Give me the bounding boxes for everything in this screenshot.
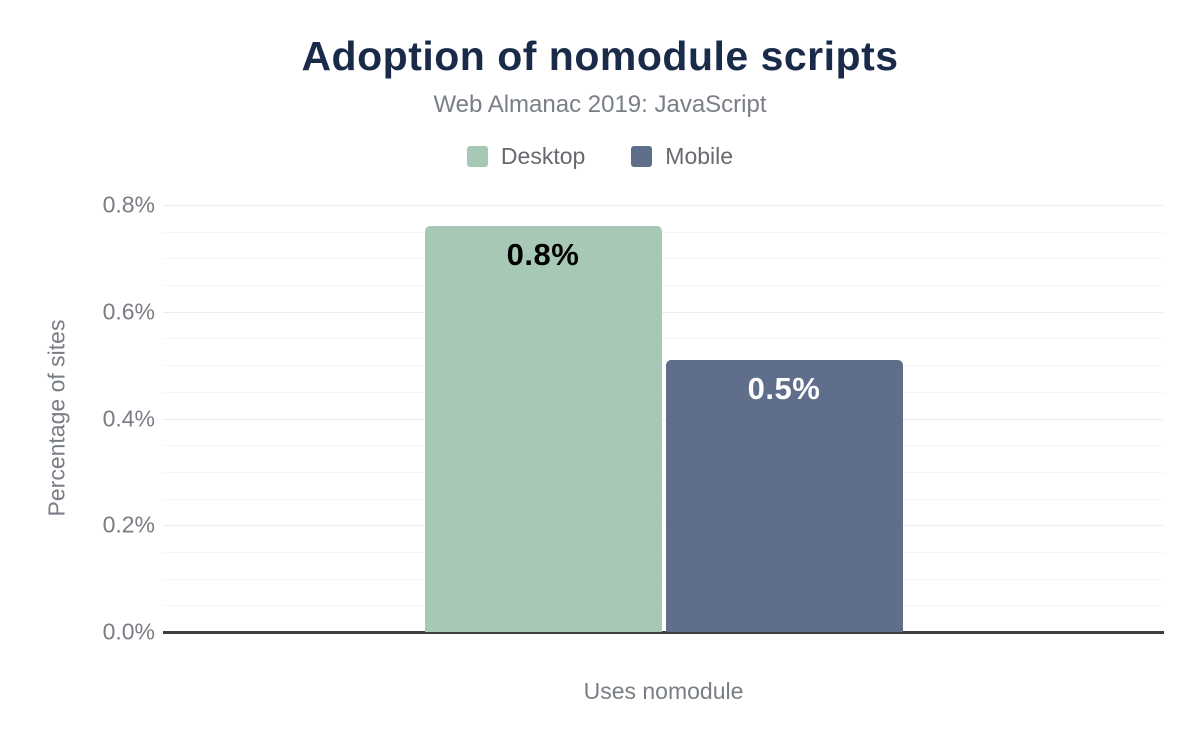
bar-desktop[interactable]: 0.8%: [424, 226, 662, 632]
desktop-swatch-icon: [466, 146, 488, 167]
legend-label: Desktop: [500, 143, 586, 169]
major-gridline: [163, 205, 1164, 206]
x-axis-line: [163, 631, 1164, 634]
mobile-swatch-icon: [631, 146, 653, 167]
y-tick-label: 0.6%: [102, 298, 155, 325]
minor-gridline: [163, 231, 1164, 233]
major-gridline: [163, 418, 1164, 420]
minor-gridline: [163, 578, 1164, 580]
minor-gridline: [163, 551, 1164, 553]
plot-area: 0.8% 0.5%: [163, 205, 1164, 634]
minor-gridline: [163, 471, 1164, 473]
y-tick-label: 0.4%: [102, 405, 155, 431]
y-tick-label: 0.0%: [102, 618, 155, 645]
bar-value-label: 0.8%: [506, 237, 580, 272]
y-tick-label: 0.2%: [102, 511, 155, 538]
minor-gridline: [163, 338, 1164, 340]
bar-value-label: 0.5%: [747, 371, 821, 406]
legend: Desktop Mobile: [0, 143, 1200, 170]
minor-gridline: [163, 258, 1164, 260]
major-gridline: [163, 311, 1164, 313]
minor-gridline: [163, 285, 1164, 287]
legend-item-mobile[interactable]: Mobile: [631, 143, 733, 170]
legend-item-desktop[interactable]: Desktop: [466, 143, 586, 170]
chart-title: Adoption of nomodule scripts: [301, 33, 899, 79]
minor-gridline: [163, 365, 1164, 367]
minor-gridline: [163, 445, 1164, 447]
minor-gridline: [163, 391, 1164, 393]
bar-mobile[interactable]: 0.5%: [665, 360, 903, 632]
minor-gridline: [163, 498, 1164, 500]
y-tick-label: 0.8%: [102, 191, 155, 218]
major-gridline: [163, 525, 1164, 527]
x-category-label: Uses nomodule: [583, 678, 744, 704]
legend-label: Mobile: [665, 143, 734, 169]
minor-gridline: [163, 605, 1164, 607]
chart-subtitle: Web Almanac 2019: JavaScript: [433, 91, 767, 118]
y-axis-ticks: 0.0% 0.2% 0.4% 0.6% 0.8%: [0, 192, 155, 645]
